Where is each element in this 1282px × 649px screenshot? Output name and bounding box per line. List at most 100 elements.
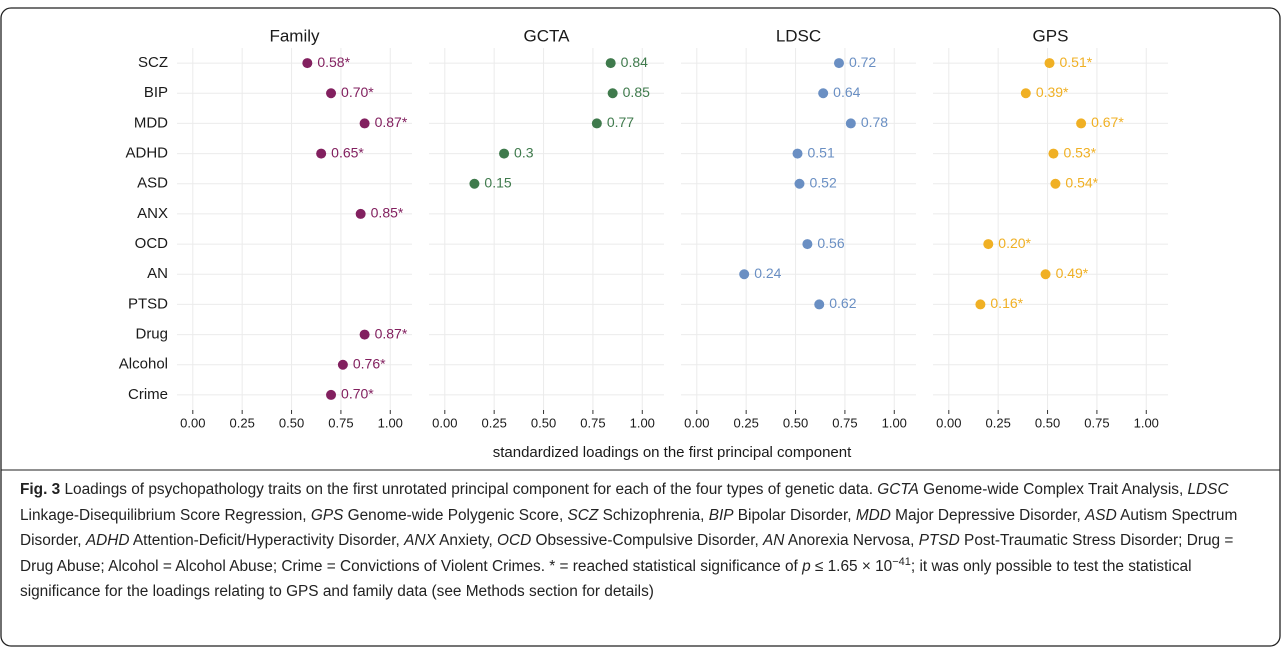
x-tick-label: 0.75 [832, 415, 857, 430]
x-tick-label: 0.25 [986, 415, 1011, 430]
value-label: 0.52 [809, 174, 836, 190]
caption-segment: −41 [892, 555, 911, 568]
caption-segment: ADHD [85, 532, 130, 550]
value-label: 0.85 [623, 84, 650, 100]
category-label: AN [147, 265, 168, 282]
x-tick-label: 1.00 [882, 415, 907, 430]
caption-segment: ASD [1085, 506, 1117, 524]
dot [983, 239, 994, 250]
dot [316, 148, 327, 159]
value-label: 0.85* [371, 205, 404, 221]
x-tick-label: 0.75 [328, 415, 353, 430]
caption-segment: Loadings of psychopathology traits on th… [60, 481, 878, 498]
x-tick-label: 0.75 [580, 415, 605, 430]
dot [1020, 88, 1031, 99]
dot [469, 178, 480, 189]
category-label: Drug [135, 326, 168, 343]
value-label: 0.53* [1063, 144, 1096, 160]
dot [326, 389, 337, 400]
value-label: 0.70* [341, 84, 374, 100]
dot [1076, 118, 1087, 129]
value-label: 0.51* [1060, 54, 1093, 70]
panel-background [429, 48, 664, 410]
caption-segment: Schizophrenia, [598, 506, 709, 524]
category-label: Alcohol [119, 356, 168, 373]
caption-segment: SCZ [567, 506, 599, 524]
dot [326, 88, 337, 99]
dot [1040, 269, 1051, 280]
value-label: 0.49* [1056, 265, 1089, 281]
caption-segment: GCTA [877, 481, 919, 498]
x-tick-label: 0.50 [783, 415, 808, 430]
panel-title: LDSC [776, 26, 821, 45]
caption-segment: Major Depressive Disorder, [890, 506, 1086, 524]
caption-segment: Post-Traumatic Stress Disorder; Drug = D… [20, 532, 1234, 575]
caption-segment: Genome-wide Polygenic Score, [343, 506, 568, 524]
panel-background [933, 48, 1168, 410]
value-label: 0.20* [998, 235, 1031, 251]
dot [814, 299, 825, 310]
dot [359, 329, 370, 340]
category-label: Crime [128, 386, 168, 403]
x-tick-label: 0.00 [432, 415, 457, 430]
x-tick-label: 0.50 [1035, 415, 1060, 430]
caption-segment: BIP [708, 506, 734, 524]
caption-segment: Bipolar Disorder, [733, 506, 856, 524]
x-tick-label: 1.00 [630, 415, 655, 430]
value-label: 0.87* [375, 114, 408, 130]
caption-segment: Anorexia Nervosa, [784, 532, 919, 550]
value-label: 0.72 [849, 54, 876, 70]
panel-title: GPS [1033, 26, 1069, 45]
caption-segment: Attention-Deficit/Hyperactivity Disorder… [129, 532, 405, 550]
caption-segment: PTSD [918, 532, 960, 550]
value-label: 0.65* [331, 144, 364, 160]
value-label: 0.54* [1065, 174, 1098, 190]
x-tick-label: 0.50 [279, 415, 304, 430]
dot [591, 118, 602, 129]
caption-segment: Linkage-Disequilibrium Score Regression, [20, 506, 311, 524]
value-label: 0.16* [990, 295, 1023, 311]
value-label: 0.76* [353, 355, 386, 371]
dot [359, 118, 370, 129]
dot [833, 58, 844, 69]
panel-background [177, 48, 412, 410]
category-label: ANX [137, 205, 168, 222]
x-tick-label: 1.00 [378, 415, 403, 430]
value-label: 0.77 [607, 114, 634, 130]
value-label: 0.51 [808, 144, 835, 160]
value-label: 0.84 [621, 54, 648, 70]
dot [337, 359, 348, 370]
x-tick-label: 0.25 [482, 415, 507, 430]
value-label: 0.24 [754, 265, 781, 281]
dot [975, 299, 986, 310]
value-label: 0.67* [1091, 114, 1124, 130]
value-label: 0.3 [514, 144, 534, 160]
caption-segment: Genome-wide Complex Trait Analysis, [918, 481, 1188, 498]
figure-frame [0, 7, 1281, 647]
value-label: 0.87* [375, 325, 408, 341]
dot [302, 58, 313, 69]
panel-title: Family [269, 26, 320, 45]
caption-segment: Fig. 3 [20, 481, 61, 498]
x-tick-label: 0.00 [180, 415, 205, 430]
value-label: 0.39* [1036, 84, 1069, 100]
x-tick-label: 0.25 [230, 415, 255, 430]
caption-segment: ANX [404, 532, 436, 550]
x-tick-label: 0.75 [1084, 415, 1109, 430]
dot [605, 58, 616, 69]
caption-segment: Anxiety, [435, 532, 498, 550]
dot [845, 118, 856, 129]
value-label: 0.15 [484, 174, 511, 190]
x-tick-label: 0.50 [531, 415, 556, 430]
dot [802, 239, 813, 250]
category-label: MDD [134, 114, 168, 131]
category-label: OCD [135, 235, 169, 252]
dot [818, 88, 829, 99]
dot [792, 148, 803, 159]
dot [1048, 148, 1059, 159]
category-label: ASD [137, 175, 168, 192]
value-label: 0.64 [833, 84, 860, 100]
caption-segment: p [802, 557, 811, 575]
